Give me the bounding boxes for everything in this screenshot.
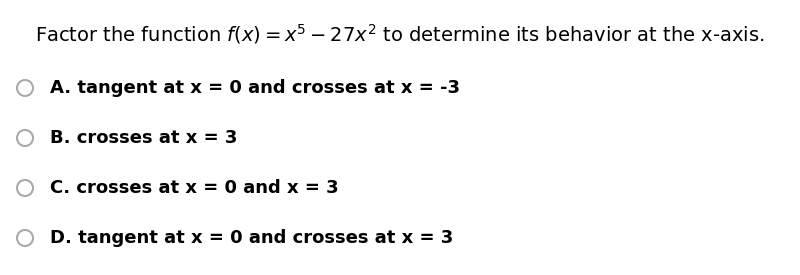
Text: Factor the function $f(x) = x^5 - 27x^2$ to determine its behavior at the x-axis: Factor the function $f(x) = x^5 - 27x^2$…: [35, 22, 765, 46]
Text: A. tangent at x = 0 and crosses at x = -3: A. tangent at x = 0 and crosses at x = -…: [50, 79, 460, 97]
Text: C. crosses at x = 0 and x = 3: C. crosses at x = 0 and x = 3: [50, 179, 338, 197]
Text: B. crosses at x = 3: B. crosses at x = 3: [50, 129, 238, 147]
Text: D. tangent at x = 0 and crosses at x = 3: D. tangent at x = 0 and crosses at x = 3: [50, 229, 454, 247]
